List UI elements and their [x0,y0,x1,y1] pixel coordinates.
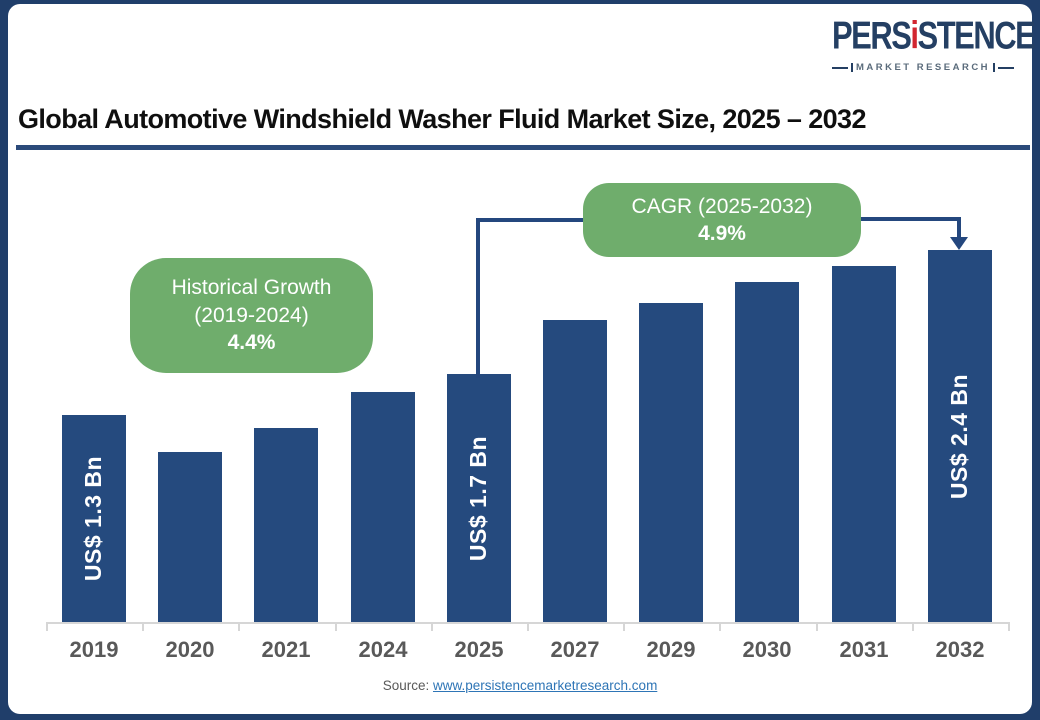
source-note: Source: www.persistencemarketresearch.co… [0,678,1040,693]
callout-cagr: CAGR (2025-2032) 4.9% [583,183,861,257]
logo-bracket-cap-right [993,63,996,72]
callout-historical-line1: Historical Growth [171,275,332,299]
logo-subtitle-row: MARKET RESEARCH [832,62,1014,73]
x-tick-label-2032: 2032 [935,637,985,662]
bar-2029 [639,303,703,622]
x-tick-label-2019: 2019 [69,637,119,662]
connector-right-vertical [957,217,961,239]
bar-2025: US$ 1.7 Bn [447,374,511,622]
logo-bracket-cap-left [850,63,853,72]
callout-cagr-value: 4.9% [698,222,746,245]
logo-red-i: i [910,13,919,58]
bar-2021 [254,428,318,622]
bar-2032: US$ 2.4 Bn [928,250,992,622]
bar-2027 [543,320,607,622]
chart-title: Global Automotive Windshield Washer Flui… [18,104,867,134]
logo-subtitle: MARKET RESEARCH [855,62,991,73]
x-tick-label-2025: 2025 [454,637,504,662]
source-link[interactable]: www.persistencemarketresearch.com [432,678,658,693]
x-axis-tick [431,622,433,631]
connector-left-horizontal [476,218,586,222]
x-axis-tick [238,622,240,631]
logo-wordmark-pre: PERS [832,13,912,58]
x-axis-tick [335,622,337,631]
bar-value-label-2019: US$ 1.3 Bn [80,455,107,582]
connector-right-horizontal [858,217,961,221]
logo-wordmark-post: STENCE [917,13,1036,58]
x-axis-tick [527,622,529,631]
x-tick-label-2020: 2020 [165,637,215,662]
x-tick-label-2030: 2030 [742,637,792,662]
source-label: Source: [382,678,430,693]
title-underline [16,145,1030,150]
x-tick-label-2021: 2021 [261,637,311,662]
connector-left-vertical [476,218,480,378]
arrow-down-icon [950,237,968,250]
x-axis-tick [46,622,48,631]
brand-logo: PERSiSTENCE MARKET RESEARCH [832,13,1036,73]
logo-bracket-line-left [832,66,848,69]
bar-2031 [832,266,896,622]
x-axis-tick [719,622,721,631]
callout-historical-value: 4.4% [227,331,276,355]
x-tick-label-2024: 2024 [358,637,408,662]
logo-bracket-line-right [998,66,1014,69]
x-axis-tick [816,622,818,631]
bar-2019: US$ 1.3 Bn [62,415,126,622]
callout-historical-growth: Historical Growth (2019-2024) 4.4% [130,258,373,373]
bar-value-label-2032: US$ 2.4 Bn [946,373,973,499]
x-tick-label-2027: 2027 [550,637,600,662]
callout-cagr-line1: CAGR (2025-2032) [631,194,813,218]
bar-value-label-2025: US$ 1.7 Bn [465,435,492,561]
bar-2024 [351,392,415,622]
x-axis-tick [142,622,144,631]
callout-historical-line2: (2019-2024) [194,303,309,327]
x-tick-label-2031: 2031 [839,637,889,662]
logo-wordmark: PERSiSTENCE [832,13,1036,63]
x-axis-tick [912,622,914,631]
bar-2020 [158,452,222,622]
bar-2030 [735,282,799,622]
x-tick-label-2029: 2029 [646,637,696,662]
x-axis-tick [623,622,625,631]
x-axis-tick [1008,622,1010,631]
